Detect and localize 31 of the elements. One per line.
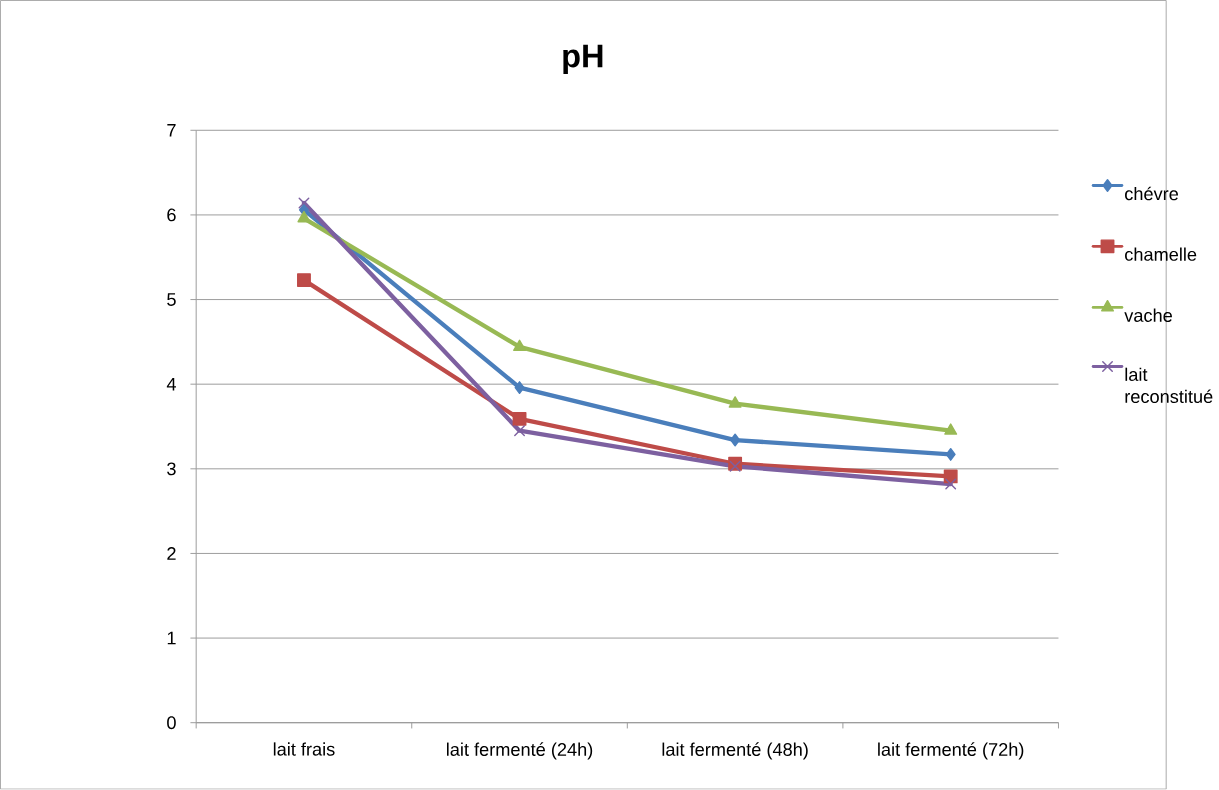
point bbox=[728, 396, 742, 408]
point bbox=[945, 448, 956, 462]
chart-title: pH bbox=[563, 44, 603, 75]
point bbox=[943, 469, 958, 484]
y-tick-label: 3 bbox=[167, 462, 176, 476]
point bbox=[730, 433, 741, 447]
point bbox=[944, 423, 958, 436]
legend-label: vache bbox=[1124, 308, 1172, 323]
y-tick-label: 1 bbox=[167, 632, 176, 645]
y-tick-label: 4 bbox=[166, 378, 176, 391]
y-tick-label: 0 bbox=[167, 716, 176, 730]
y-tick-label: 7 bbox=[167, 124, 176, 137]
point bbox=[297, 273, 311, 288]
y-tick-label: 2 bbox=[167, 547, 176, 561]
y-tick-label: 6 bbox=[167, 208, 176, 222]
point bbox=[513, 339, 527, 352]
x-tick-label: lait fermenté (48h) bbox=[662, 742, 808, 760]
y-tick-label: 5 bbox=[167, 293, 176, 307]
legend-label: lait reconstitué bbox=[1125, 367, 1213, 404]
point bbox=[512, 412, 527, 427]
x-tick-label: lait frais bbox=[273, 742, 335, 756]
legend-label: chamelle bbox=[1125, 247, 1197, 262]
legend-label: chévre bbox=[1125, 186, 1179, 201]
point bbox=[514, 381, 525, 395]
point bbox=[297, 211, 311, 223]
x-tick-label: lait fermenté (72h) bbox=[878, 742, 1024, 760]
x-tick-label: lait fermenté (24h) bbox=[446, 742, 593, 760]
point bbox=[729, 461, 741, 472]
point bbox=[514, 425, 525, 437]
point bbox=[298, 197, 310, 209]
point bbox=[945, 478, 957, 490]
